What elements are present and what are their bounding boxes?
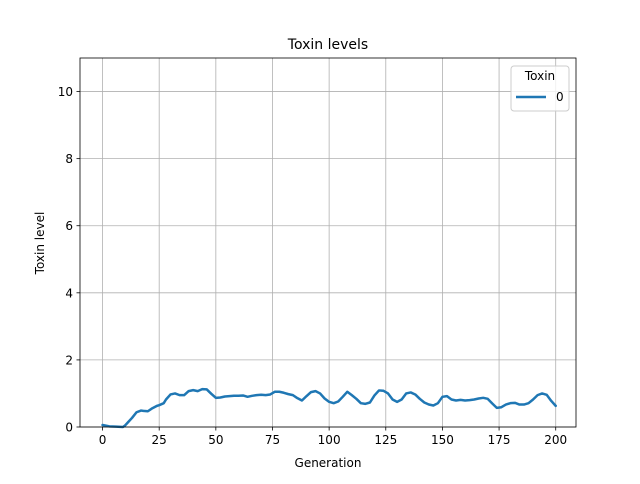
x-tick-label: 125 xyxy=(374,433,397,447)
y-tick-label: 6 xyxy=(65,219,73,233)
y-tick-label: 10 xyxy=(58,85,73,99)
series-line-0 xyxy=(101,387,557,429)
x-tick-label: 100 xyxy=(318,433,341,447)
series-lines xyxy=(101,387,557,429)
x-tick-label: 50 xyxy=(208,433,223,447)
y-axis-label: Toxin level xyxy=(33,212,47,276)
chart-title: Toxin levels xyxy=(287,37,368,53)
x-tick-label: 75 xyxy=(265,433,280,447)
x-tick-label: 0 xyxy=(99,433,107,447)
y-tick-label: 4 xyxy=(65,286,73,300)
x-tick-label: 25 xyxy=(152,433,167,447)
x-axis-label: Generation xyxy=(295,456,362,470)
legend-box xyxy=(510,65,570,112)
legend-entry-label: 0 xyxy=(556,90,564,104)
y-axis: 0 2 4 6 8 10 xyxy=(58,85,80,435)
x-tick-label: 200 xyxy=(544,433,567,447)
y-tick-label: 2 xyxy=(65,353,73,367)
y-tick-label: 0 xyxy=(65,421,73,435)
x-axis: 0 25 50 75 100 125 150 175 200 xyxy=(99,427,567,447)
y-tick-label: 8 xyxy=(65,152,73,166)
plot-frame xyxy=(79,57,577,428)
legend: Toxin 0 xyxy=(510,65,570,112)
x-tick-label: 175 xyxy=(488,433,511,447)
legend-title: Toxin xyxy=(524,69,555,83)
x-tick-label: 150 xyxy=(431,433,454,447)
